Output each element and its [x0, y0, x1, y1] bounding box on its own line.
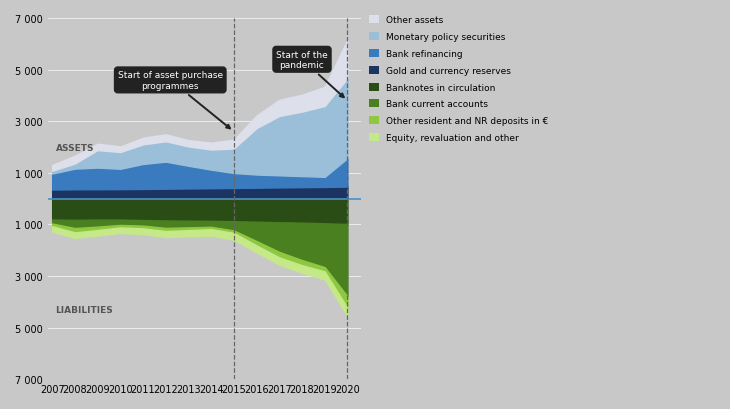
- Text: LIABILITIES: LIABILITIES: [55, 306, 113, 314]
- Text: Start of asset purchase
programmes: Start of asset purchase programmes: [118, 71, 230, 129]
- Text: ASSETS: ASSETS: [55, 143, 94, 152]
- Legend: Other assets, Monetary policy securities, Bank refinancing, Gold and currency re: Other assets, Monetary policy securities…: [369, 16, 548, 143]
- Text: Start of the
pandemic: Start of the pandemic: [276, 50, 344, 98]
